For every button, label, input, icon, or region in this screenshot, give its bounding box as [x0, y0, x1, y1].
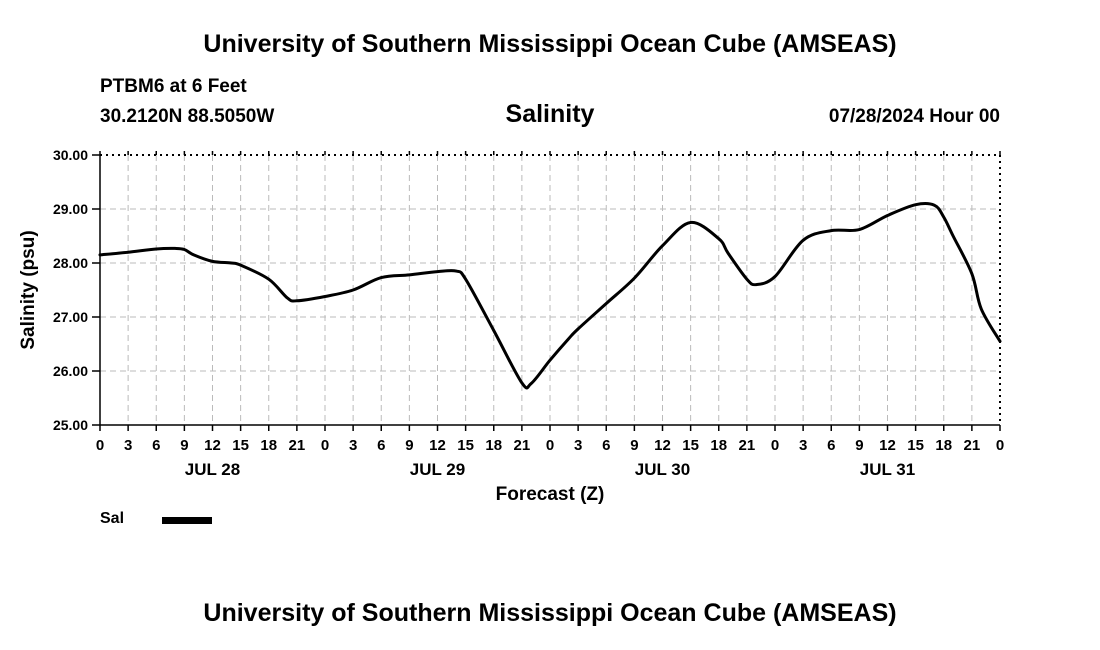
day-label: JUL 29: [410, 460, 465, 479]
x-tick-label: 3: [124, 437, 132, 454]
x-tick-label: 21: [514, 437, 531, 454]
parameter-title: Salinity: [505, 100, 595, 128]
day-label: JUL 30: [635, 460, 690, 479]
x-tick-label: 15: [907, 437, 924, 454]
x-tick-label: 0: [321, 437, 329, 454]
station-coordinates: 30.2120N 88.5050W: [100, 106, 275, 127]
x-tick-label: 9: [630, 437, 638, 454]
x-tick-label: 0: [771, 437, 779, 454]
x-tick-label: 18: [710, 437, 727, 454]
x-tick-label: 6: [377, 437, 385, 454]
x-tick-label: 12: [879, 437, 896, 454]
series-layer: [98, 202, 1002, 390]
y-axis-title: Salinity (psu): [18, 230, 39, 349]
y-tick-label: 25.00: [53, 417, 88, 433]
x-tick-label: 6: [827, 437, 835, 454]
forecast-datetime: 07/28/2024 Hour 00: [828, 106, 1000, 127]
day-label: JUL 31: [860, 460, 915, 479]
x-tick-label: 18: [485, 437, 502, 454]
legend-swatch: [162, 517, 212, 524]
x-tick-label: 15: [232, 437, 249, 454]
y-tick-label: 30.00: [53, 147, 88, 163]
grid-lines: [100, 155, 1000, 425]
x-tick-label: 21: [289, 437, 306, 454]
station-label: PTBM6 at 6 Feet: [100, 76, 247, 97]
x-tick-label: 15: [457, 437, 474, 454]
y-tick-label: 27.00: [53, 309, 88, 325]
x-tick-label: 12: [654, 437, 671, 454]
x-tick-label: 0: [546, 437, 554, 454]
x-tick-label: 6: [152, 437, 160, 454]
x-tick-label: 9: [405, 437, 413, 454]
x-tick-label: 3: [574, 437, 582, 454]
x-axis-title: Forecast (Z): [496, 484, 605, 505]
x-tick-label: 15: [682, 437, 699, 454]
x-tick-label: 0: [96, 437, 104, 454]
x-tick-label: 18: [935, 437, 952, 454]
x-tick-label: 21: [964, 437, 981, 454]
x-tick-label: 3: [349, 437, 357, 454]
x-tick-label: 12: [204, 437, 221, 454]
series-line-sal: [98, 202, 1002, 390]
legend-label: Sal: [100, 510, 125, 527]
x-tick-label: 6: [602, 437, 610, 454]
chart-title: University of Southern Mississippi Ocean…: [203, 30, 897, 58]
axis-labels: 0 3 6 9 12 15 18 21 0 3 6 9 12 15 18 21 0 3 6 9 12 15 18 21 0 3 6 9…: [18, 147, 1004, 505]
x-tick-label: 9: [180, 437, 188, 454]
y-tick-label: 28.00: [53, 255, 88, 271]
y-tick-label: 29.00: [53, 201, 88, 217]
axes: [92, 151, 1001, 431]
y-tick-label: 26.00: [53, 363, 88, 379]
x-tick-label: 21: [739, 437, 756, 454]
x-tick-label: 12: [429, 437, 446, 454]
x-tick-label: 3: [799, 437, 807, 454]
x-tick-label: 9: [855, 437, 863, 454]
day-label: JUL 28: [185, 460, 240, 479]
footer-title: University of Southern Mississippi Ocean…: [203, 599, 897, 627]
x-tick-label: 18: [260, 437, 277, 454]
x-tick-label: 0: [996, 437, 1004, 454]
